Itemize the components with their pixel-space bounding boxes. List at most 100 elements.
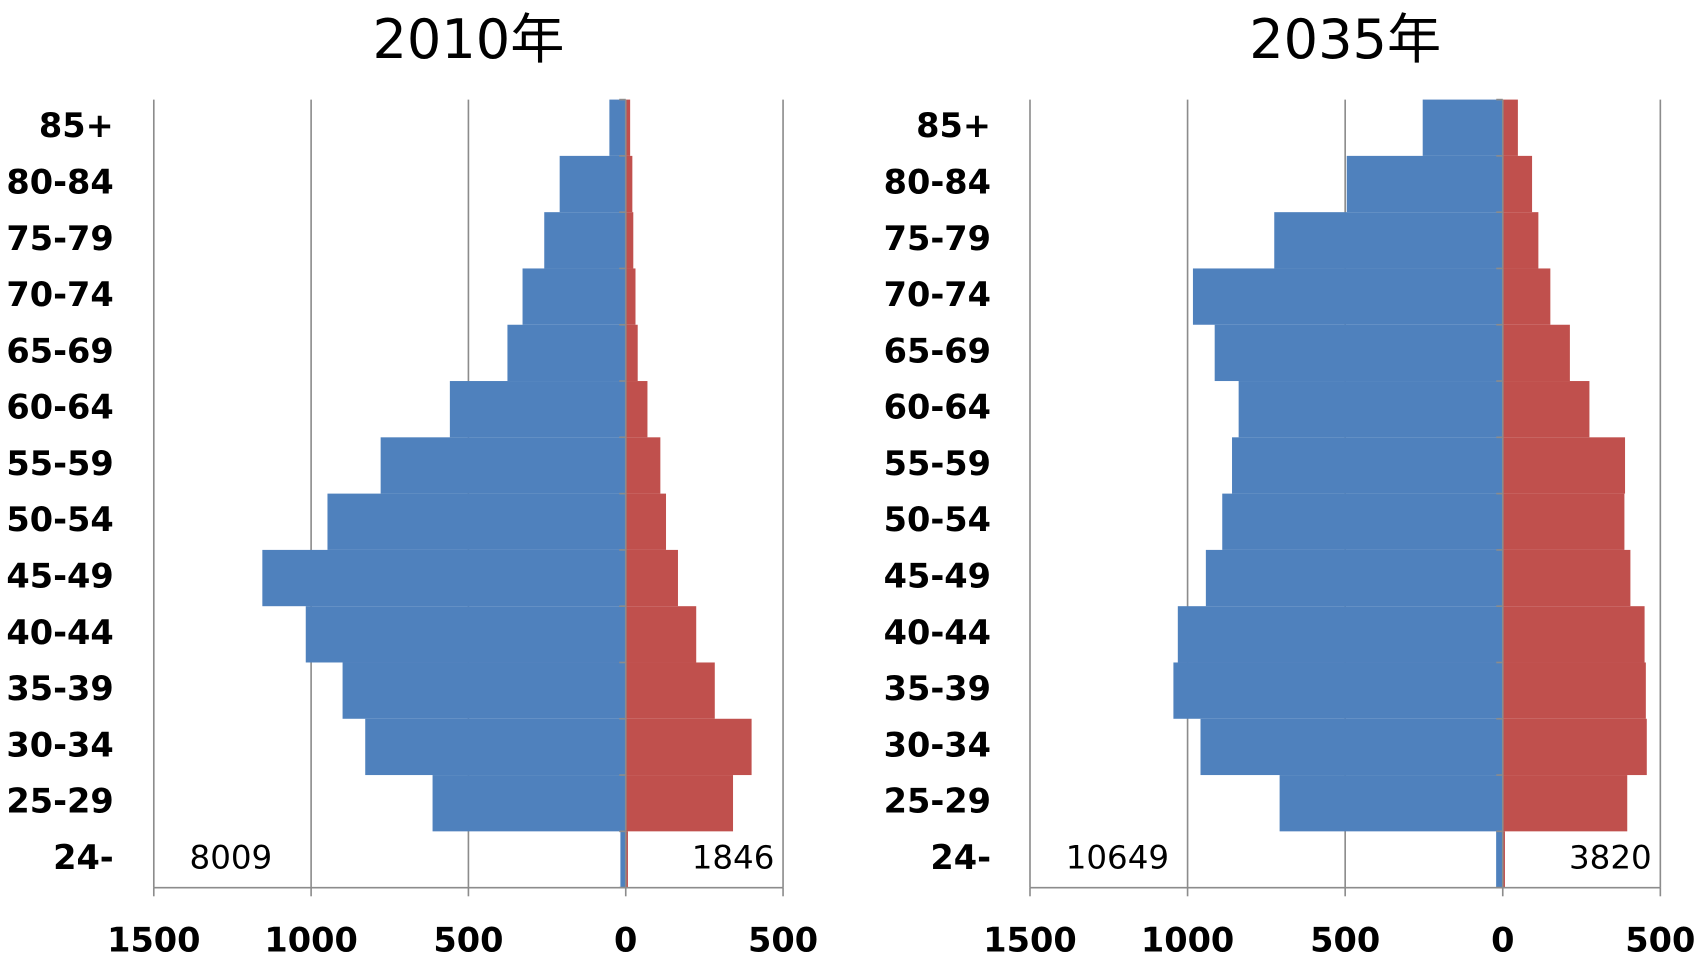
bar (1173, 662, 1503, 719)
annotation: 10649 (1066, 838, 1169, 876)
bar (1502, 324, 1570, 382)
bar (1279, 775, 1503, 832)
x-tick-label: 500 (1625, 920, 1695, 958)
bar (1177, 606, 1503, 663)
x-tick-label: 500 (433, 920, 503, 958)
bar (1274, 212, 1503, 269)
y-tick-label: 30-34 (6, 725, 113, 764)
bar (1502, 381, 1590, 438)
bar (625, 155, 633, 213)
bar (1502, 437, 1626, 494)
y-tick-label: 80-84 (6, 163, 113, 202)
y-tick-label: 45-49 (6, 557, 113, 596)
bar (507, 324, 626, 382)
bar (522, 268, 626, 325)
y-tick-label: 55-59 (6, 444, 113, 483)
bar (1502, 775, 1628, 832)
bar (432, 775, 626, 832)
bar (1502, 549, 1631, 607)
y-tick-label: 25-29 (6, 782, 113, 821)
y-tick-label: 75-79 (884, 219, 991, 258)
bar (625, 718, 752, 776)
bar (625, 549, 678, 607)
y-tick-label: 24- (930, 838, 991, 877)
y-tick-label: 85+ (916, 106, 991, 145)
bar (262, 549, 626, 607)
y-tick-label: 70-74 (6, 275, 113, 314)
bar (625, 268, 636, 325)
bar (1222, 493, 1503, 550)
bar (1496, 831, 1503, 888)
bar (1346, 155, 1503, 213)
bar (620, 831, 626, 888)
bar (544, 212, 626, 269)
bar (1502, 718, 1647, 776)
y-tick-label: 55-59 (884, 444, 991, 483)
bar (609, 99, 626, 156)
x-tick-label: 1000 (1141, 920, 1234, 958)
x-tick-label: 1500 (107, 920, 200, 958)
bar (625, 493, 667, 550)
y-tick-label: 24- (53, 838, 114, 877)
x-tick-label: 500 (1310, 920, 1380, 958)
x-tick-label: 0 (1491, 920, 1514, 958)
y-tick-label: 50-54 (6, 500, 113, 539)
bar (1200, 718, 1503, 776)
bar (625, 662, 715, 719)
y-tick-label: 35-39 (6, 669, 113, 708)
x-tick-label: 1500 (983, 920, 1076, 958)
y-tick-label: 70-74 (884, 275, 991, 314)
bar (1502, 493, 1625, 550)
bar (305, 606, 626, 663)
y-tick-label: 65-69 (6, 331, 113, 370)
y-tick-label: 60-64 (884, 388, 991, 427)
bar (1422, 99, 1503, 156)
bar (1502, 268, 1551, 325)
x-tick-label: 500 (748, 920, 818, 958)
bar (625, 775, 734, 832)
y-tick-label: 30-34 (884, 725, 991, 764)
x-tick-label: 0 (614, 920, 637, 958)
y-tick-label: 65-69 (884, 331, 991, 370)
bar (1238, 381, 1503, 438)
bar (625, 99, 631, 156)
bar (559, 155, 626, 213)
y-tick-label: 40-44 (884, 613, 991, 652)
bar (625, 212, 634, 269)
bar (625, 381, 648, 438)
bar (1232, 437, 1503, 494)
bar (1502, 99, 1518, 156)
chart-title: 2035年 (1249, 8, 1441, 71)
bar (449, 381, 626, 438)
annotation: 3820 (1569, 838, 1652, 876)
x-tick-label: 1000 (264, 920, 357, 958)
bar (342, 662, 626, 719)
bar (625, 437, 661, 494)
annotation: 1846 (692, 838, 775, 876)
bar (1502, 155, 1533, 213)
bar (625, 831, 628, 888)
bar (1205, 549, 1503, 607)
y-tick-label: 25-29 (884, 782, 991, 821)
bar (1502, 831, 1505, 888)
bar (1502, 606, 1645, 663)
y-tick-label: 45-49 (884, 557, 991, 596)
bar (625, 606, 697, 663)
y-tick-label: 50-54 (884, 500, 991, 539)
bar (380, 437, 626, 494)
y-tick-label: 35-39 (884, 669, 991, 708)
bar (1214, 324, 1503, 382)
bar (1502, 662, 1646, 719)
annotation: 8009 (190, 838, 273, 876)
y-tick-label: 60-64 (6, 388, 113, 427)
chart-title: 2010年 (372, 8, 564, 71)
bar (327, 493, 626, 550)
bar (1192, 268, 1503, 325)
bar (625, 324, 638, 382)
bar (365, 718, 626, 776)
y-tick-label: 75-79 (6, 219, 113, 258)
y-tick-label: 40-44 (6, 613, 113, 652)
bar (1502, 212, 1539, 269)
